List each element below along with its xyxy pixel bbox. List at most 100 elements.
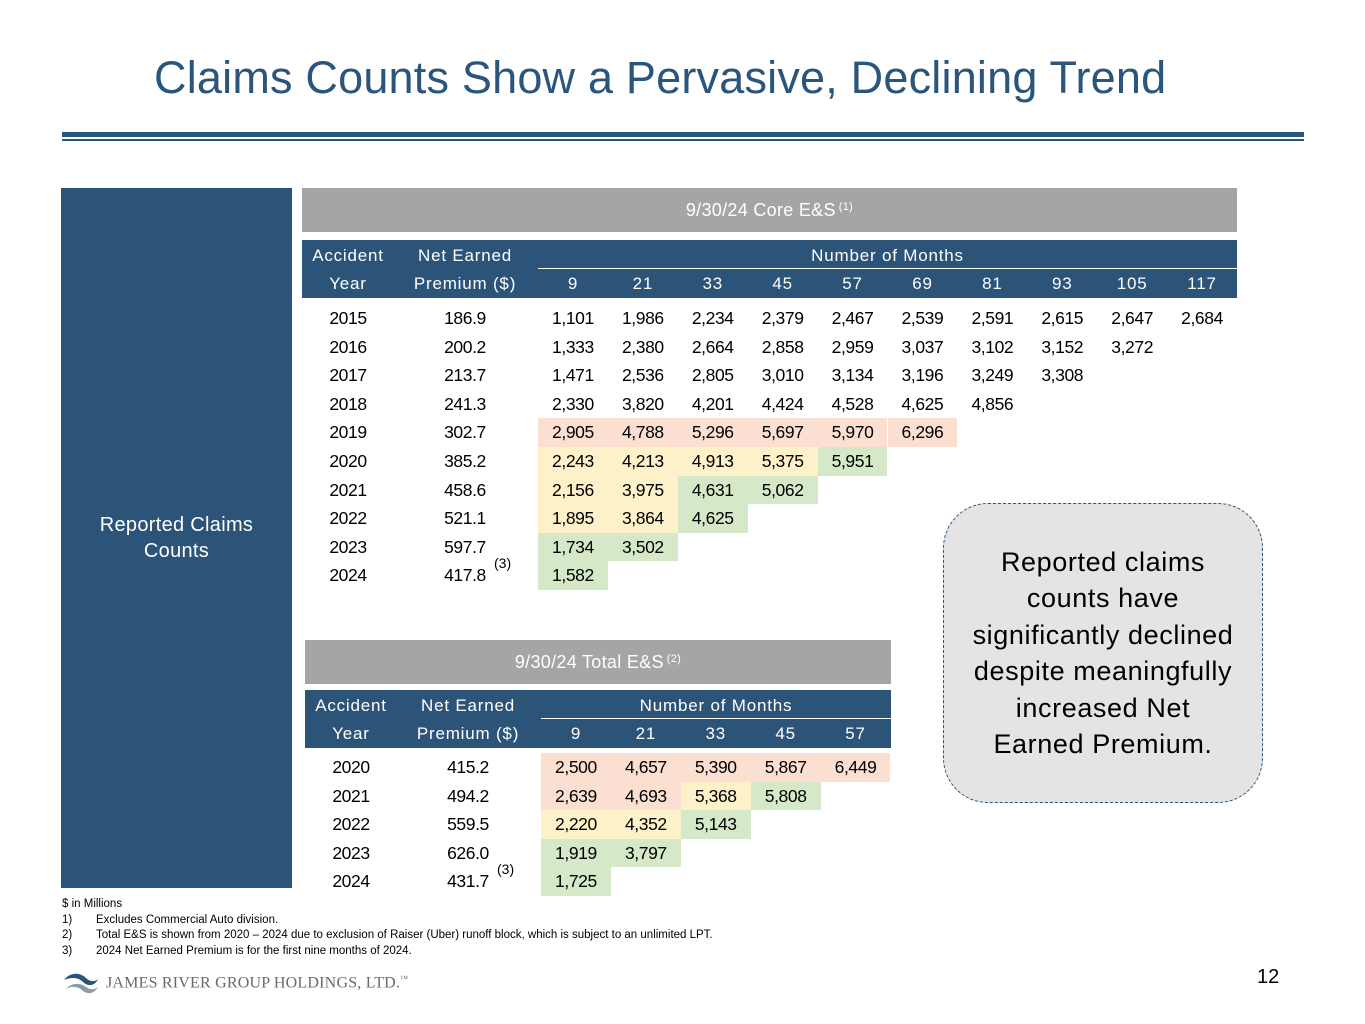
claims-count-cell: 1,582 [538, 561, 608, 590]
claims-count-cell: 3,272 [1111, 336, 1154, 357]
core-hdr-month: 93 [1051, 274, 1073, 293]
premium-cell: 417.8 [444, 565, 486, 586]
accident-year-cell: 2019 [329, 422, 367, 443]
premium-footnote-marker: (3) [494, 555, 512, 572]
total-hdr-premium: Premium ($) [416, 724, 520, 743]
claims-count-cell: 5,697 [747, 418, 818, 447]
footnote-3: 3) 2024 Net Earned Premium is for the fir… [62, 944, 412, 957]
page-number: 12 [1257, 966, 1280, 988]
claims-count-cell: 2,639 [541, 781, 611, 811]
claims-count-cell: 5,143 [680, 810, 751, 839]
claims-count-cell: 1,919 [541, 838, 611, 868]
core-section-bar: 9/30/24 Core E&S (1) [302, 188, 1237, 232]
core-hdr-number-of-months: Number of Months [811, 246, 964, 265]
side-label: Reported Claims Counts [99, 514, 254, 562]
premium-cell: 431.7 [447, 871, 489, 892]
core-hdr-month: 117 [1187, 274, 1217, 293]
claims-count-cell: 3,864 [607, 504, 678, 533]
accident-year-cell: 2022 [329, 508, 367, 529]
claims-count-cell: 2,467 [831, 308, 874, 328]
claims-count-cell: 2,539 [901, 308, 944, 328]
core-hdr-month: 9 [567, 274, 579, 293]
core-hdr-month: 81 [982, 274, 1003, 293]
claims-count-cell: 6,296 [887, 418, 958, 447]
core-hdr-month: 69 [912, 274, 933, 293]
claims-count-cell: 3,010 [761, 365, 804, 386]
accident-year-cell: 2020 [332, 757, 370, 777]
claims-count-cell: 2,615 [1041, 308, 1084, 328]
claims-count-cell: 6,449 [820, 753, 891, 782]
claims-count-cell: 4,856 [971, 393, 1014, 414]
accident-year-cell: 2020 [329, 451, 367, 471]
core-hdr-month: 57 [842, 274, 863, 293]
premium-cell: 494.2 [447, 785, 489, 806]
total-section-title: 9/30/24 Total E&S [514, 651, 664, 672]
premium-cell: 200.2 [444, 336, 486, 357]
core-section-note: (1) [838, 201, 854, 213]
claims-count-cell: 2,330 [552, 393, 594, 414]
page-title: Claims Counts Show a Pervasive, Declinin… [154, 52, 1167, 103]
claims-count-cell: 3,820 [621, 393, 664, 414]
footnotes: $ in Millions 1) Excludes Commercial Auto… [62, 897, 713, 959]
accident-year-cell: 2021 [329, 479, 367, 500]
claims-count-cell: 1,333 [552, 336, 594, 357]
core-hdr-year: Year [329, 274, 367, 293]
claims-count-cell: 2,156 [538, 475, 608, 505]
total-hdr-month: 33 [705, 724, 726, 743]
claims-count-cell: 3,152 [1041, 336, 1084, 357]
claims-count-cell: 1,725 [541, 867, 611, 896]
claims-count-cell: 2,858 [761, 336, 804, 357]
claims-count-cell: 5,296 [677, 418, 748, 447]
claims-count-cell: 2,379 [761, 308, 804, 328]
claims-count-cell: 3,037 [901, 336, 944, 357]
claims-count-cell: 2,647 [1111, 308, 1154, 328]
claims-count-cell: 1,471 [552, 365, 594, 386]
total-hdr-underline [541, 718, 891, 719]
accident-year-cell: 2021 [332, 785, 370, 806]
side-panel: Reported Claims Counts [61, 188, 292, 888]
core-hdr-month: 45 [772, 274, 793, 293]
footnote-1: 1) Excludes Commercial Auto division. [62, 913, 279, 926]
accident-year-cell: 2022 [332, 814, 370, 835]
total-hdr-month: 9 [570, 724, 582, 743]
footnote-2: 2) Total E&S is shown from 2020 – 2024 du… [62, 929, 713, 941]
core-hdr-underline [538, 268, 1237, 269]
claims-count-cell: 3,249 [971, 365, 1014, 386]
claims-count-cell: 2,220 [541, 810, 611, 839]
total-section-bar: 9/30/24 Total E&S (2) [305, 640, 891, 684]
claims-count-cell: 2,959 [831, 336, 874, 357]
title-divider-thin [62, 139, 1304, 141]
claims-count-cell: 5,375 [747, 447, 818, 476]
claims-count-cell: 2,234 [691, 308, 734, 328]
total-table-header: Accident Year Net Earned Premium ($) Number … [305, 690, 891, 748]
claims-count-cell: 3,134 [831, 365, 874, 386]
claims-count-cell: 4,352 [610, 810, 681, 839]
claims-count-cell: 4,213 [607, 447, 678, 476]
river-wave-icon [64, 973, 98, 994]
core-hdr-premium: Premium ($) [413, 274, 517, 293]
claims-count-cell: 5,951 [817, 447, 888, 476]
total-hdr-number-of-months: Number of Months [639, 696, 793, 715]
premium-footnote-marker: (3) [497, 861, 515, 878]
total-hdr-accident: Accident [315, 696, 387, 715]
accident-year-cell: 2023 [332, 842, 370, 863]
callout-text: Reported claims counts have significantl… [972, 546, 1234, 760]
claims-count-cell: 4,788 [607, 418, 678, 447]
claims-count-cell: 4,913 [677, 447, 748, 476]
claims-count-cell: 2,905 [538, 418, 608, 447]
premium-cell: 186.9 [444, 308, 486, 328]
claims-count-cell: 2,536 [621, 365, 664, 386]
premium-cell: 626.0 [447, 842, 489, 863]
claims-count-cell: 2,243 [538, 447, 608, 476]
claims-count-cell: 2,380 [621, 336, 664, 357]
claims-count-cell: 1,895 [538, 504, 608, 533]
claims-count-cell: 3,308 [1041, 365, 1084, 386]
core-hdr-month: 21 [632, 274, 654, 293]
claims-count-cell: 4,625 [901, 393, 944, 414]
claims-count-cell: 4,424 [761, 393, 804, 414]
claims-count-cell: 3,196 [901, 365, 944, 386]
core-hdr-month: 105 [1116, 274, 1148, 293]
claims-count-cell: 1,101 [552, 308, 594, 328]
claims-count-cell: 5,368 [680, 781, 751, 811]
claims-count-cell: 4,528 [831, 393, 874, 414]
